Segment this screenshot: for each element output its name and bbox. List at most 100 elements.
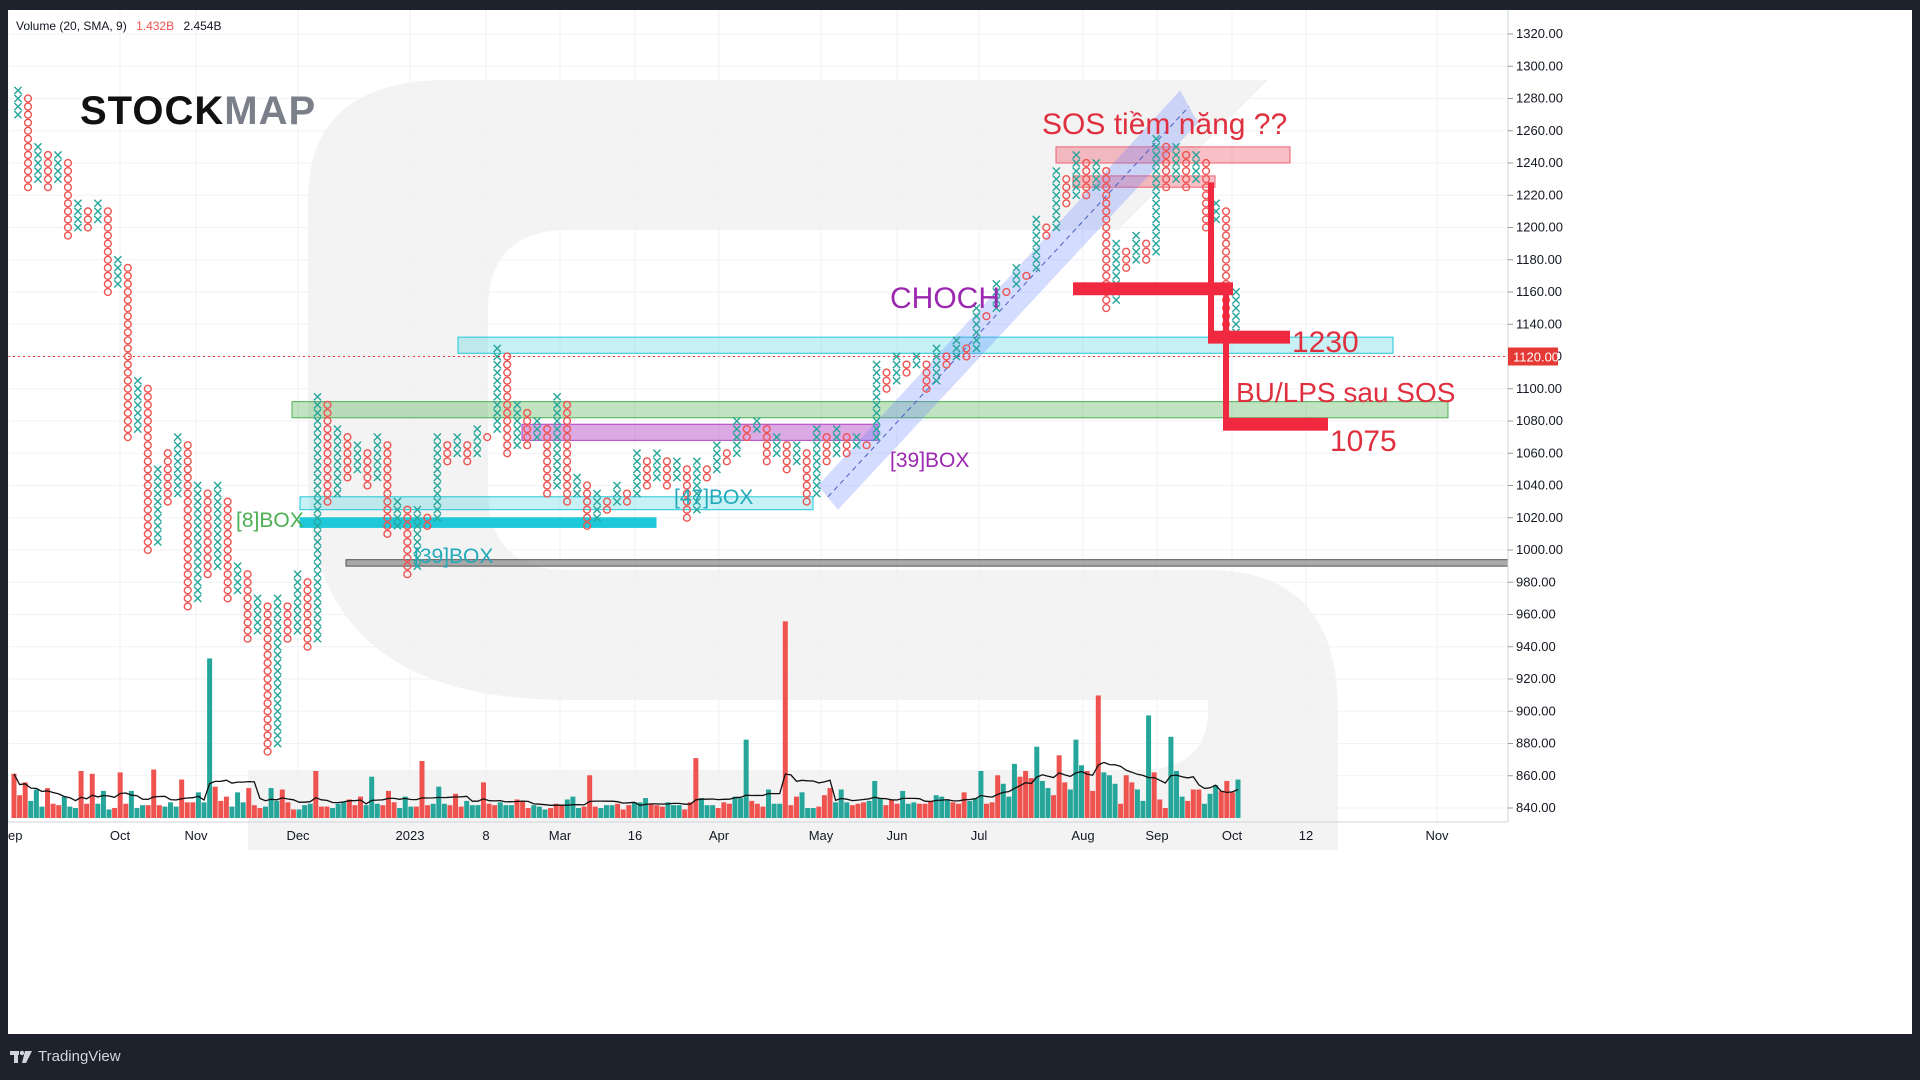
pnf-o-mark [103, 223, 112, 232]
pnf-o-mark [103, 247, 112, 256]
pnf-o-mark [123, 279, 132, 289]
pnf-o-mark [602, 497, 612, 506]
time-tick-label: Nov [1425, 828, 1449, 843]
volume-bar [95, 803, 101, 818]
pnf-o-mark [303, 578, 312, 587]
pnf-o-mark [503, 400, 512, 409]
pnf-x-mark [293, 610, 302, 619]
pnf-o-mark [942, 352, 951, 361]
pnf-o-mark [582, 489, 592, 498]
volume-bar [1073, 739, 1079, 818]
tradingview-logo[interactable]: TradingView [10, 1048, 121, 1065]
pnf-o-mark [343, 441, 352, 450]
pnf-x-mark [872, 368, 881, 377]
pnf-x-mark [473, 433, 482, 442]
pnf-x-mark [852, 433, 861, 442]
pnf-o-mark [23, 126, 33, 135]
volume-bar [833, 802, 839, 818]
pnf-x-mark [832, 449, 841, 458]
pnf-x-mark [1152, 231, 1161, 240]
pnf-x-mark [553, 449, 562, 458]
pnf-o-mark [243, 610, 252, 619]
price-tick-label: 1040.00 [1516, 478, 1563, 493]
pnf-o-mark [123, 408, 132, 418]
pnf-x-mark [752, 424, 761, 434]
volume-bar [849, 805, 855, 818]
pnf-o-mark [503, 352, 512, 361]
pnf-o-mark [722, 449, 731, 458]
pnf-x-mark [1012, 263, 1021, 272]
pnf-x-mark [493, 424, 502, 434]
pnf-x-mark [293, 570, 302, 579]
pnf-x-mark [812, 457, 821, 466]
pnf-o-mark [762, 441, 771, 450]
pnf-x-mark [553, 465, 562, 474]
pnf-x-mark [433, 505, 442, 514]
time-axis[interactable]: ep Oct Nov Dec 2023 8 Mar 16 Apr May Jun Jul Aug Sep O… [8, 821, 1508, 843]
pnf-chart[interactable]: 1320.00 1300.00 1280.00 1260.00 1240.00 1220.… [8, 10, 1912, 1034]
pnf-x-mark [313, 449, 322, 458]
pnf-x-mark [413, 545, 422, 555]
chart-frame[interactable]: 1320.00 1300.00 1280.00 1260.00 1240.00 1220.… [8, 10, 1912, 1034]
pnf-x-mark [13, 86, 23, 95]
pnf-x-mark [1132, 231, 1141, 240]
pnf-x-mark [313, 441, 322, 450]
volume-bar [436, 786, 442, 818]
pnf-o-mark [203, 562, 212, 571]
pnf-o-mark [323, 424, 332, 434]
pnf-x-mark [1231, 295, 1241, 305]
pnf-x-mark [173, 457, 182, 466]
target-1075-bar [1223, 417, 1328, 431]
price-tick-label: 1140.00 [1516, 316, 1562, 331]
pnf-o-mark [183, 570, 192, 579]
pnf-o-mark [922, 384, 931, 393]
pnf-o-mark [183, 553, 192, 563]
time-tick-label: Mar [549, 828, 572, 843]
pnf-o-mark [662, 481, 672, 490]
pnf-x-mark [712, 441, 721, 450]
volume-bar [598, 808, 604, 818]
pnf-x-mark [1112, 271, 1121, 280]
tradingview-icon [10, 1050, 32, 1063]
pnf-o-mark [183, 594, 192, 603]
pnf-o-mark [163, 489, 172, 498]
pnf-x-mark [133, 424, 142, 434]
sos-label: SOS tiềm năng ?? [1042, 108, 1287, 141]
pnf-x-mark [153, 537, 162, 547]
pnf-x-mark [173, 441, 182, 450]
pnf-x-mark [173, 449, 182, 458]
pnf-x-mark [453, 433, 462, 442]
pnf-o-mark [43, 183, 53, 192]
volume-bar [1011, 763, 1017, 818]
price-axis[interactable]: 1320.00 1300.00 1280.00 1260.00 1240.00 1220.… [1507, 10, 1563, 822]
pnf-o-mark [503, 376, 512, 385]
pnf-x-mark [313, 513, 322, 522]
pnf-x-mark [493, 392, 502, 401]
volume-bar [788, 805, 794, 818]
pnf-o-mark [902, 368, 911, 377]
pnf-x-mark [193, 562, 202, 571]
pnf-o-mark [323, 400, 332, 409]
pnf-x-mark [992, 279, 1001, 289]
pnf-o-mark [343, 433, 352, 442]
pnf-x-mark [1152, 191, 1161, 200]
volume-bar [564, 799, 570, 818]
volume-bar [933, 795, 939, 818]
pnf-o-mark [562, 481, 572, 490]
volume-bar [61, 796, 67, 818]
volume-bar [760, 806, 766, 818]
volume-bar [508, 805, 514, 818]
pnf-x-mark [832, 424, 841, 434]
volume-bar [72, 808, 78, 818]
pnf-x-mark [1152, 134, 1161, 143]
pnf-o-mark [323, 465, 332, 474]
volume-bar [374, 803, 380, 818]
pnf-x-mark [732, 433, 741, 442]
pnf-o-mark [383, 473, 392, 482]
volume-legend-value1: 1.432B [136, 19, 174, 33]
pnf-x-mark [153, 489, 162, 498]
time-tick-label: Apr [709, 828, 730, 843]
pnf-o-mark [523, 433, 532, 442]
pnf-x-mark [1072, 166, 1081, 176]
pnf-x-mark [932, 368, 941, 377]
